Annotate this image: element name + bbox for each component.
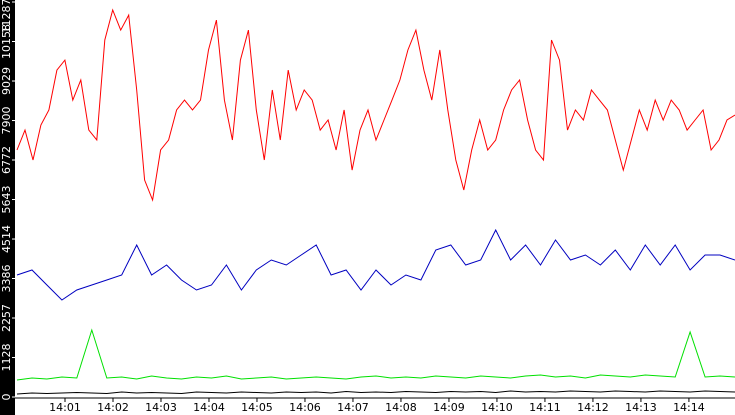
y-axis-strip <box>0 0 15 415</box>
x-tick-label: 14:04 <box>193 401 225 414</box>
x-tick-label: 14:14 <box>673 401 705 414</box>
series-line <box>16 328 735 381</box>
x-tick-label: 14:05 <box>241 401 273 414</box>
x-tick-label: 14:09 <box>433 401 465 414</box>
x-tick-label: 14:13 <box>625 401 657 414</box>
x-tick-label: 14:01 <box>49 401 81 414</box>
y-tick-label: 5643 <box>0 186 13 214</box>
y-tick-label: 1128 <box>0 344 13 372</box>
y-tick-label: 11287 <box>0 0 13 34</box>
y-tick-label: 3386 <box>0 265 13 293</box>
y-tick-label: 0 <box>0 394 13 401</box>
x-tick-label: 14:12 <box>577 401 609 414</box>
y-tick-label: 7900 <box>0 107 13 135</box>
series-line <box>16 390 735 395</box>
x-tick-label: 14:06 <box>289 401 321 414</box>
x-tick-label: 14:10 <box>481 401 513 414</box>
y-tick-label: 10158 <box>0 24 13 59</box>
y-tick-label: 4514 <box>0 225 13 253</box>
y-tick-label: 9029 <box>0 67 13 95</box>
x-tick-label: 14:02 <box>97 401 129 414</box>
x-tick-label: 14:03 <box>145 401 177 414</box>
y-tick-label: 2257 <box>0 304 13 332</box>
series-line <box>16 8 735 202</box>
y-tick-label: 6772 <box>0 146 13 174</box>
x-tick-label: 14:11 <box>529 401 561 414</box>
series-line <box>16 228 735 301</box>
x-tick-label: 14:08 <box>385 401 417 414</box>
x-tick-label: 14:07 <box>337 401 369 414</box>
